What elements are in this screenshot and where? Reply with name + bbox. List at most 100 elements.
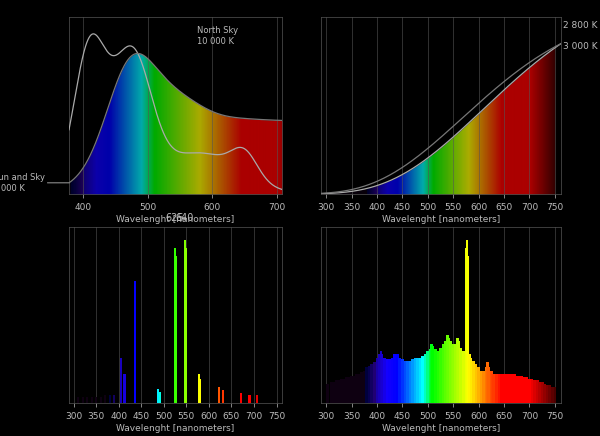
Bar: [198, 374, 200, 403]
Bar: [464, 248, 467, 403]
Text: North Sky
10 000 K: North Sky 10 000 K: [197, 26, 238, 46]
Bar: [554, 387, 556, 403]
Bar: [444, 341, 447, 403]
Bar: [442, 344, 445, 403]
Bar: [380, 351, 382, 403]
Bar: [419, 358, 422, 403]
Bar: [491, 374, 494, 403]
Bar: [113, 395, 115, 403]
Bar: [520, 375, 523, 403]
Bar: [353, 375, 355, 403]
Bar: [411, 359, 414, 403]
Bar: [487, 367, 490, 403]
Bar: [460, 348, 462, 403]
Bar: [404, 361, 406, 403]
Bar: [345, 377, 348, 403]
Bar: [373, 362, 376, 403]
Bar: [365, 367, 368, 403]
Bar: [467, 256, 469, 403]
Bar: [337, 380, 340, 403]
Bar: [452, 348, 455, 403]
Bar: [218, 387, 220, 403]
Bar: [487, 362, 489, 403]
Bar: [470, 358, 472, 403]
Bar: [477, 367, 480, 403]
Text: 625: 625: [165, 213, 184, 223]
Bar: [451, 344, 454, 403]
Bar: [91, 397, 92, 403]
Bar: [378, 354, 381, 403]
Bar: [86, 397, 88, 403]
Bar: [456, 338, 458, 403]
Bar: [544, 384, 546, 403]
Bar: [530, 379, 533, 403]
Bar: [454, 344, 457, 403]
Bar: [475, 364, 478, 403]
Bar: [330, 382, 332, 403]
Bar: [485, 367, 488, 403]
X-axis label: Wavelenght [nanometers]: Wavelenght [nanometers]: [382, 424, 500, 433]
Bar: [413, 358, 416, 403]
Bar: [380, 354, 383, 403]
Bar: [551, 387, 554, 403]
Bar: [437, 351, 439, 403]
Bar: [528, 379, 531, 403]
Bar: [355, 374, 358, 403]
Bar: [500, 374, 503, 403]
Bar: [363, 371, 365, 403]
Bar: [430, 344, 433, 403]
Bar: [523, 377, 526, 403]
Bar: [434, 349, 437, 403]
Bar: [391, 358, 394, 403]
Bar: [533, 380, 536, 403]
Bar: [446, 335, 449, 403]
Bar: [472, 361, 475, 403]
Bar: [505, 374, 508, 403]
Bar: [134, 281, 136, 403]
Bar: [394, 354, 396, 403]
X-axis label: Wavelenght [nanometers]: Wavelenght [nanometers]: [382, 215, 500, 224]
Bar: [347, 377, 350, 403]
Bar: [541, 382, 544, 403]
Bar: [457, 341, 460, 403]
Text: 2 800 K: 2 800 K: [563, 21, 598, 30]
Bar: [240, 393, 242, 403]
Bar: [383, 358, 386, 403]
Bar: [199, 379, 201, 403]
Bar: [526, 377, 529, 403]
Bar: [104, 395, 106, 403]
Bar: [109, 395, 110, 403]
Bar: [449, 341, 452, 403]
Text: Sun and Sky
6 000 K: Sun and Sky 6 000 K: [0, 173, 69, 193]
Bar: [416, 358, 419, 403]
Bar: [518, 375, 521, 403]
Bar: [159, 392, 161, 403]
Bar: [406, 361, 409, 403]
Bar: [124, 374, 125, 403]
X-axis label: Wavelenght [nanometers]: Wavelenght [nanometers]: [116, 215, 235, 224]
Bar: [431, 346, 434, 403]
Bar: [401, 359, 404, 403]
Bar: [95, 397, 97, 403]
Bar: [508, 374, 511, 403]
Bar: [256, 395, 258, 403]
Bar: [100, 397, 101, 403]
Bar: [386, 359, 389, 403]
Bar: [398, 358, 401, 403]
Bar: [376, 358, 379, 403]
Bar: [388, 359, 391, 403]
Bar: [340, 379, 343, 403]
Bar: [480, 371, 482, 403]
Bar: [493, 374, 495, 403]
Bar: [185, 248, 187, 403]
Bar: [184, 240, 185, 403]
Bar: [495, 374, 498, 403]
Bar: [248, 395, 251, 403]
Bar: [335, 380, 338, 403]
Bar: [409, 361, 412, 403]
Bar: [77, 397, 79, 403]
Bar: [175, 256, 177, 403]
Bar: [350, 375, 353, 403]
Bar: [173, 248, 176, 403]
Bar: [546, 385, 548, 403]
